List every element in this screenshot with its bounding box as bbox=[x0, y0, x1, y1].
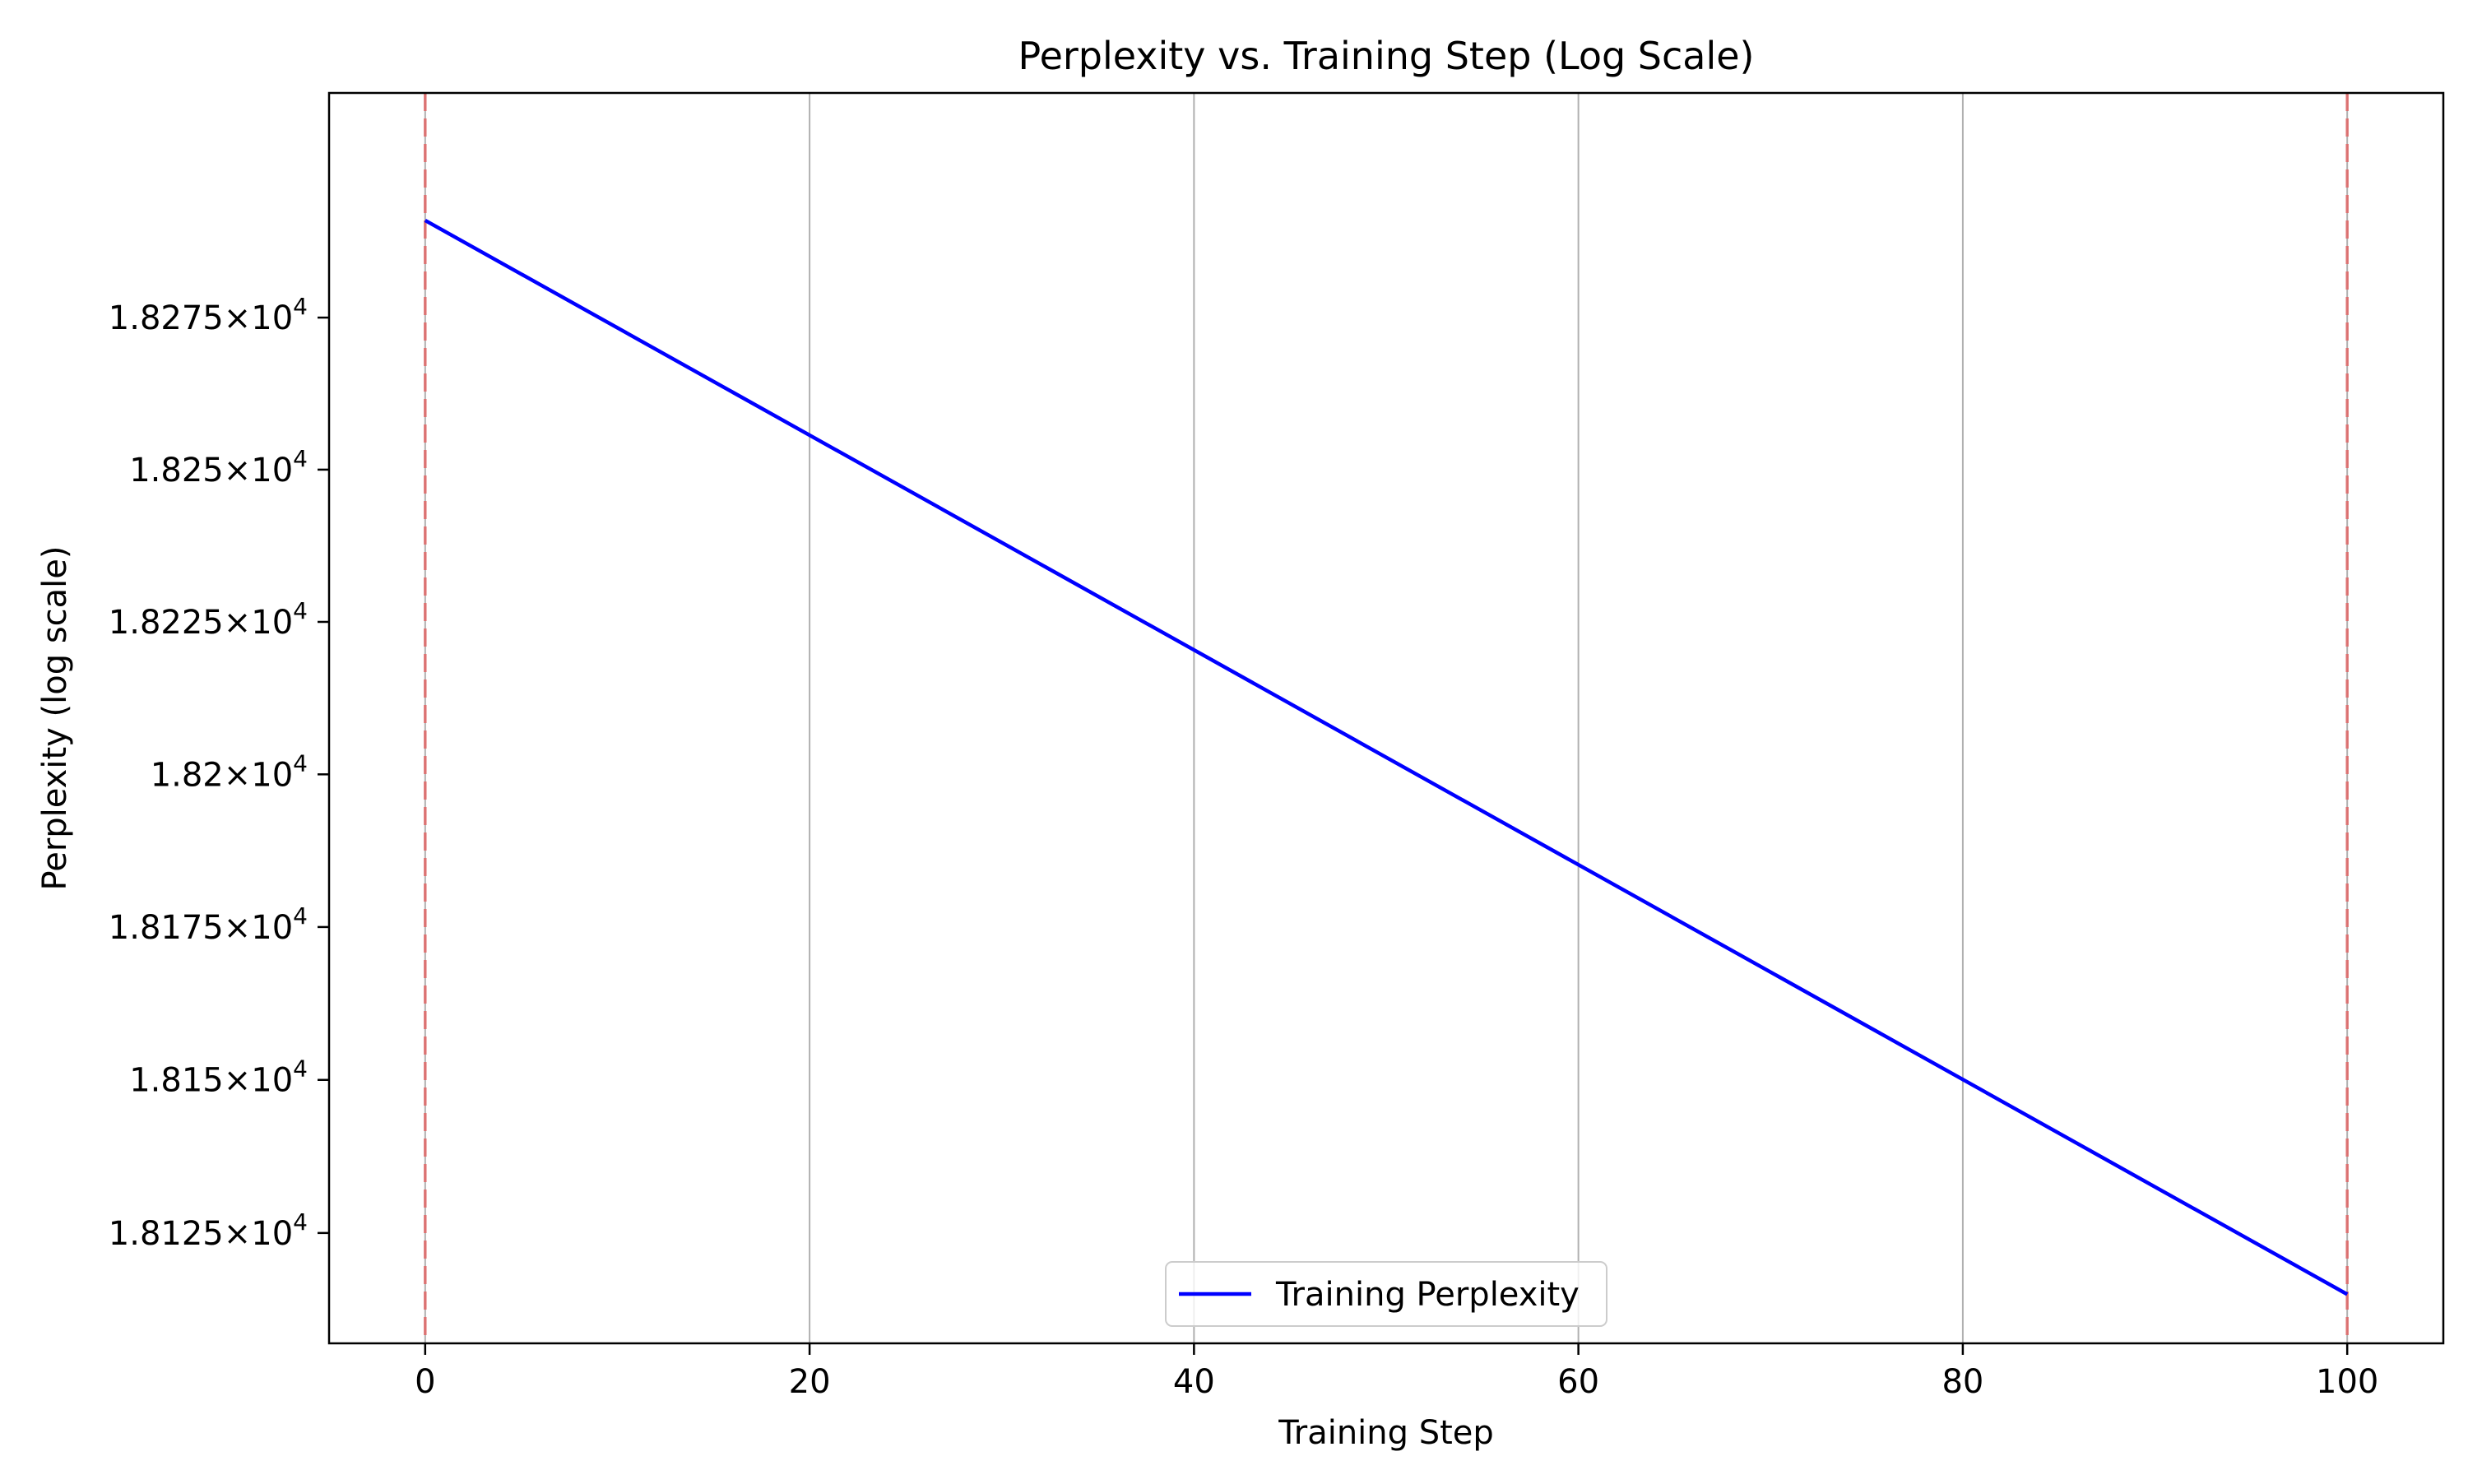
y-tick-base: ×10 bbox=[224, 909, 293, 947]
y-tick-exponent: 4 bbox=[293, 1208, 308, 1236]
x-tick-label: 60 bbox=[1557, 1363, 1599, 1401]
y-tick-mantissa: 1.8125 bbox=[109, 1215, 224, 1253]
x-axis-ticks: 0 20 40 60 80 100 bbox=[415, 1343, 2378, 1401]
y-tick-label: 1.825×104 bbox=[129, 445, 308, 489]
x-tick-label: 100 bbox=[2316, 1363, 2378, 1401]
y-tick-exponent: 4 bbox=[293, 1055, 308, 1083]
y-tick-label: 1.8225×104 bbox=[109, 597, 308, 642]
y-tick-base: ×10 bbox=[224, 1215, 293, 1253]
y-tick-exponent: 4 bbox=[293, 902, 308, 930]
chart-title: Perplexity vs. Training Step (Log Scale) bbox=[1018, 34, 1754, 78]
y-tick-label: 1.8275×104 bbox=[109, 293, 308, 337]
series-line-training-perplexity bbox=[424, 218, 2349, 1296]
y-tick-base: ×10 bbox=[224, 604, 293, 642]
x-tick-label: 20 bbox=[789, 1363, 831, 1401]
y-axis-ticks: 1.8275×1041.825×1041.8225×1041.82×1041.8… bbox=[109, 293, 329, 1253]
series-layer bbox=[424, 218, 2349, 1296]
plot-frame bbox=[327, 91, 2445, 1345]
y-tick-exponent: 4 bbox=[293, 445, 308, 472]
x-tick-label: 0 bbox=[415, 1363, 435, 1401]
legend-box bbox=[1165, 1261, 1607, 1327]
y-tick-mantissa: 1.82 bbox=[151, 756, 224, 794]
x-axis-label: Training Step bbox=[1278, 1414, 1494, 1452]
legend-label-training-perplexity: Training Perplexity bbox=[1275, 1276, 1580, 1314]
legend: Training Perplexity bbox=[1165, 1261, 1607, 1327]
y-tick-mantissa: 1.815 bbox=[129, 1062, 224, 1100]
y-tick-mantissa: 1.8225 bbox=[109, 604, 224, 642]
y-axis-label: Perplexity (log scale) bbox=[36, 546, 74, 891]
grid-layer bbox=[424, 93, 2349, 1343]
y-tick-base: ×10 bbox=[224, 1062, 293, 1100]
y-tick-mantissa: 1.8275 bbox=[109, 299, 224, 337]
y-tick-label: 1.8175×104 bbox=[109, 902, 308, 947]
y-tick-exponent: 4 bbox=[293, 597, 308, 624]
reference-lines-layer bbox=[424, 93, 2349, 1343]
y-tick-base: ×10 bbox=[224, 756, 293, 794]
y-tick-label: 1.815×104 bbox=[129, 1055, 308, 1100]
y-tick-exponent: 4 bbox=[293, 293, 308, 320]
y-tick-label: 1.8125×104 bbox=[109, 1208, 308, 1253]
y-tick-base: ×10 bbox=[224, 299, 293, 337]
x-tick-label: 80 bbox=[1941, 1363, 1983, 1401]
y-tick-base: ×10 bbox=[224, 452, 293, 489]
y-tick-mantissa: 1.825 bbox=[129, 452, 224, 489]
y-tick-exponent: 4 bbox=[293, 749, 308, 777]
y-tick-label: 1.82×104 bbox=[151, 749, 308, 794]
x-tick-label: 40 bbox=[1173, 1363, 1215, 1401]
y-tick-mantissa: 1.8175 bbox=[109, 909, 224, 947]
